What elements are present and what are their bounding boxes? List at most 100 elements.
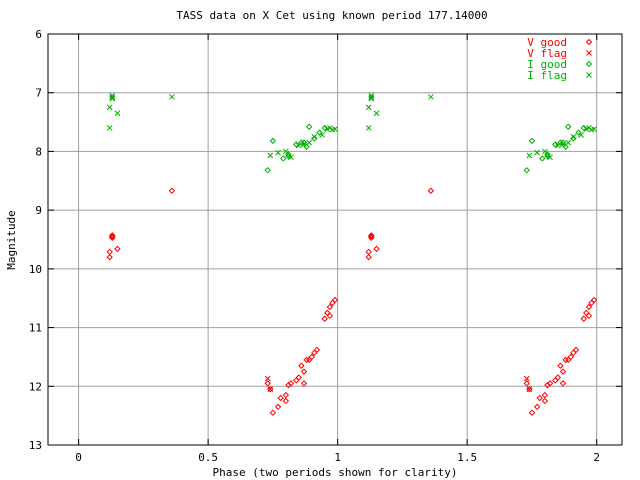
plot-frame bbox=[47, 33, 623, 446]
v-good-point bbox=[557, 362, 564, 369]
x-axis-label: Phase (two periods shown for clarity) bbox=[212, 466, 457, 479]
i-flag-point bbox=[591, 126, 597, 132]
v-good-point bbox=[533, 403, 541, 411]
v-good-point bbox=[546, 380, 554, 387]
v-good-point bbox=[274, 403, 282, 411]
legend-marker-v-flag bbox=[586, 50, 592, 56]
v-good-point bbox=[114, 245, 121, 253]
i-flag-point bbox=[114, 110, 121, 117]
i-good-point bbox=[570, 135, 577, 142]
v-good-point bbox=[313, 346, 321, 354]
i-flag-point bbox=[534, 149, 540, 156]
y-tick-label: 9 bbox=[35, 204, 42, 217]
i-flag-point bbox=[282, 148, 289, 155]
v-good-point bbox=[536, 394, 543, 402]
i-good-point bbox=[292, 141, 300, 148]
legend-label-i-good: I good bbox=[527, 58, 567, 71]
v-good-point bbox=[168, 187, 176, 194]
i-flag-point bbox=[365, 104, 372, 111]
v-flag-point bbox=[526, 386, 533, 393]
y-axis-label: Magnitude bbox=[5, 210, 18, 270]
i-flag-point bbox=[319, 132, 325, 138]
v-good-point bbox=[368, 234, 375, 241]
v-good-point bbox=[282, 391, 290, 399]
i-flag-point bbox=[373, 110, 380, 117]
i-good-point bbox=[285, 151, 292, 158]
v-good-point bbox=[331, 296, 339, 304]
v-good-point bbox=[365, 248, 372, 256]
i-flag-point bbox=[542, 148, 548, 155]
i-flag-point bbox=[526, 152, 533, 159]
i-good-point bbox=[564, 123, 572, 130]
i-good-point bbox=[580, 124, 587, 132]
v-good-point bbox=[326, 312, 334, 320]
i-good-point bbox=[559, 139, 567, 146]
v-good-point bbox=[523, 380, 530, 387]
i-good-point bbox=[316, 129, 323, 136]
v-good-point bbox=[300, 380, 308, 387]
x-tick-label: 1 bbox=[334, 451, 341, 464]
i-flag-point bbox=[368, 94, 375, 101]
i-good-point bbox=[528, 137, 536, 145]
v-good-point bbox=[559, 380, 567, 387]
i-flag-point bbox=[295, 142, 302, 149]
v-good-point bbox=[109, 233, 116, 240]
y-tick-label: 6 bbox=[35, 28, 42, 41]
v-good-point bbox=[282, 397, 290, 405]
i-good-point bbox=[300, 139, 308, 146]
i-good-point bbox=[298, 139, 305, 146]
v-good-point bbox=[368, 233, 375, 240]
i-flag-point bbox=[327, 125, 333, 131]
v-good-point bbox=[300, 368, 308, 375]
i-good-point bbox=[305, 123, 313, 130]
v-good-point bbox=[580, 315, 587, 322]
x-tick-label: 2 bbox=[593, 451, 600, 464]
v-good-point bbox=[298, 362, 305, 369]
i-flag-point bbox=[275, 149, 281, 156]
i-good-point bbox=[539, 155, 546, 162]
y-tick-label: 10 bbox=[29, 263, 42, 276]
i-good-point bbox=[264, 167, 271, 174]
v-good-point bbox=[373, 245, 380, 253]
v-good-point bbox=[585, 312, 593, 320]
legend-label-v-flag: V flag bbox=[527, 47, 567, 60]
i-flag-point bbox=[267, 152, 274, 159]
i-flag-point bbox=[570, 133, 577, 140]
i-flag-point bbox=[565, 139, 572, 146]
v-good-point bbox=[269, 409, 277, 416]
i-flag-point bbox=[547, 154, 553, 161]
y-tick-label: 7 bbox=[35, 87, 42, 100]
v-good-point bbox=[106, 253, 113, 261]
i-flag-point bbox=[109, 94, 116, 101]
y-tick-label: 8 bbox=[35, 145, 42, 158]
i-good-point bbox=[544, 151, 551, 158]
v-good-point bbox=[106, 248, 113, 256]
i-good-point bbox=[552, 141, 559, 148]
i-flag-point bbox=[332, 126, 338, 132]
i-good-point bbox=[280, 155, 287, 162]
data-points bbox=[106, 92, 598, 416]
i-flag-point bbox=[586, 125, 592, 131]
v-good-point bbox=[541, 391, 549, 399]
i-good-point bbox=[575, 129, 582, 136]
v-good-point bbox=[326, 303, 334, 311]
y-tick-label: 13 bbox=[29, 439, 42, 452]
legend-marker-i-good bbox=[585, 60, 593, 68]
v-good-point bbox=[308, 353, 315, 361]
v-good-point bbox=[368, 232, 375, 239]
v-good-point bbox=[303, 356, 310, 364]
v-good-point bbox=[559, 368, 567, 375]
i-flag-point bbox=[106, 125, 113, 131]
i-good-point bbox=[285, 152, 292, 160]
i-good-point bbox=[321, 124, 328, 132]
v-flag-point bbox=[267, 386, 274, 393]
i-good-point bbox=[311, 135, 318, 142]
v-good-point bbox=[109, 234, 116, 241]
i-flag-point bbox=[106, 104, 113, 111]
i-good-point bbox=[269, 137, 277, 145]
axis-ticks: 0 0.5 1 1.5 2 6 7 8 9 10 11 12 13 bbox=[29, 28, 622, 464]
legend-label-i-flag: I flag bbox=[527, 69, 567, 82]
i-flag-point bbox=[306, 139, 313, 146]
v-good-point bbox=[572, 346, 580, 354]
